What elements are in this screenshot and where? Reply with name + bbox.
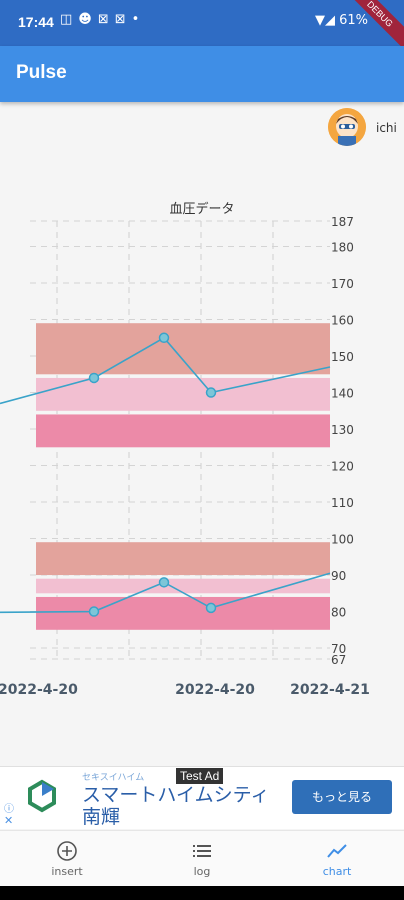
ad-advertiser: セキスイハイム [82, 773, 145, 783]
data-point [205, 602, 217, 614]
nav-log[interactable]: log [135, 831, 269, 887]
nav-log-label: log [193, 865, 211, 878]
status-bar: 17:44 ◫☻⊠⊠• ▼◢ 61% [0, 0, 404, 46]
reference-band [36, 323, 330, 375]
x-tick-label: 2022-4-20 [175, 682, 255, 698]
battery-level: 61% [339, 13, 368, 28]
y-tick-label: 70 [331, 642, 346, 656]
app-bar: Pulse [0, 46, 404, 102]
plus-circle-icon [57, 841, 77, 861]
data-point [205, 387, 217, 398]
ad-cta-button[interactable]: もっと見る [292, 780, 392, 814]
y-tick-label: 90 [331, 569, 346, 583]
bottom-nav: insert log chart [0, 830, 404, 887]
y-tick-label: 187 [331, 215, 354, 229]
status-icons: ▼◢ 61% [314, 13, 368, 28]
y-tick-label: 140 [331, 387, 354, 401]
data-point [88, 372, 100, 384]
nav-insert[interactable]: insert [0, 831, 134, 887]
ad-tag: Test Ad [176, 768, 224, 784]
y-tick-label: 150 [331, 350, 354, 364]
y-tick-label: 100 [331, 533, 354, 547]
list-icon [193, 845, 211, 857]
y-tick-label: 160 [331, 314, 354, 328]
reference-band [36, 377, 330, 411]
data-point [158, 332, 170, 344]
y-tick-label: 120 [331, 460, 354, 474]
y-tick-label: 110 [331, 496, 354, 510]
avatar[interactable] [328, 108, 366, 146]
reference-band [36, 414, 330, 448]
nav-chart-label: chart [322, 865, 352, 878]
x-tick-label: 2022-4-21 [290, 682, 370, 698]
reference-band [36, 596, 330, 630]
chart-title: 血圧データ [169, 202, 235, 217]
y-tick-label: 67 [331, 653, 346, 667]
y-tick-label: 170 [331, 277, 354, 291]
chart-line-icon [327, 844, 347, 858]
reference-band [36, 578, 330, 594]
username: ichi [376, 121, 397, 135]
x-tick-label: 2022-4-20 [0, 682, 78, 698]
ad-info-icon[interactable]: ⓘ [4, 804, 14, 815]
nav-insert-label: insert [51, 865, 83, 878]
ad-headline[interactable]: スマートハイムシティ南輝 [82, 784, 270, 828]
ad-logo-icon [28, 779, 56, 813]
gesture-bar [0, 886, 404, 900]
y-tick-label: 80 [331, 606, 346, 620]
status-time: 17:44 [18, 14, 54, 30]
y-tick-label: 130 [331, 423, 354, 437]
avatar-image [328, 108, 366, 146]
app-title: Pulse [16, 62, 67, 83]
reference-band [36, 542, 330, 576]
data-point [158, 577, 170, 588]
notification-icons: ◫☻⊠⊠• [60, 12, 146, 27]
ad-close-icon[interactable]: ✕ [4, 814, 14, 827]
data-point [88, 606, 100, 617]
y-tick-label: 180 [331, 241, 354, 255]
nav-chart[interactable]: chart [270, 831, 404, 887]
